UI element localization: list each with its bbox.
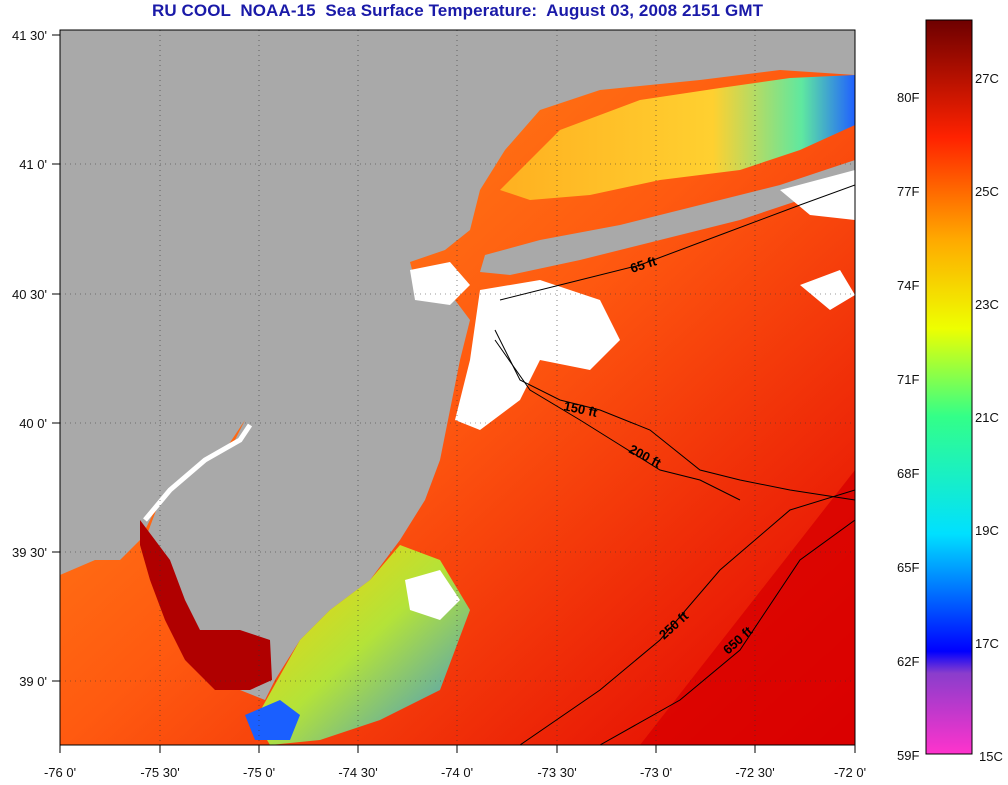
y-axis-labels: 41 30' 41 0' 40 30' 40 0' 39 30' 39 0' — [12, 28, 47, 689]
y-tick-label: 40 30' — [12, 287, 47, 302]
contour-label-150ft: 150 ft — [562, 398, 599, 420]
colorbar-celsius-labels: 27C 25C 23C 21C 19C 17C 15C — [975, 71, 1003, 764]
colorbar-fahrenheit-labels: 80F 77F 74F 71F 68F 65F 62F 59F — [897, 90, 919, 763]
bathymetry-contours — [494, 184, 855, 745]
cloud-cover — [455, 280, 620, 430]
graticule — [60, 30, 855, 745]
y-tick-label: 39 0' — [19, 674, 47, 689]
colorbar-label-c: 15C — [979, 749, 1003, 764]
offshore-warm-region — [640, 470, 855, 745]
cloud-cover-2 — [405, 570, 460, 620]
cloud-cover-4 — [780, 170, 855, 220]
colorbar-label-c: 27C — [975, 71, 999, 86]
cloud-cover-5 — [800, 270, 855, 310]
colorbar-label-f: 74F — [897, 278, 919, 293]
x-tick-label: -76 0' — [44, 765, 76, 780]
land-mass — [60, 30, 855, 700]
y-tick-label: 41 30' — [12, 28, 47, 43]
long-island — [480, 160, 855, 275]
contour-650ft — [599, 519, 855, 745]
axis-ticks — [52, 34, 856, 753]
colorbar-label-f: 62F — [897, 654, 919, 669]
map-frame: 65 ft 150 ft 200 ft 250 ft 650 ft — [60, 30, 855, 745]
colorbar-label-c: 23C — [975, 297, 999, 312]
x-tick-label: -74 0' — [441, 765, 473, 780]
colorbar-label-f: 59F — [897, 748, 919, 763]
colorbar: 80F 77F 74F 71F 68F 65F 62F 59F 27C 25C … — [897, 19, 1003, 764]
contour-150ft — [494, 329, 855, 501]
colorbar-label-f: 65F — [897, 560, 919, 575]
colorbar-label-c: 21C — [975, 410, 999, 425]
x-tick-label: -75 30' — [140, 765, 179, 780]
x-tick-label: -72 30' — [735, 765, 774, 780]
y-tick-label: 41 0' — [19, 157, 47, 172]
contour-250ft — [519, 489, 855, 745]
delaware-bay — [140, 520, 272, 690]
colorbar-label-f: 68F — [897, 466, 919, 481]
delaware-river — [143, 423, 253, 522]
colorbar-gradient — [925, 19, 973, 755]
colorbar-label-c: 17C — [975, 636, 999, 651]
x-tick-label: -72 0' — [834, 765, 866, 780]
colorbar-label-f: 77F — [897, 184, 919, 199]
long-island-sound — [500, 75, 855, 200]
y-tick-label: 39 30' — [12, 545, 47, 560]
contour-200ft — [494, 339, 741, 501]
x-tick-label: -73 0' — [640, 765, 672, 780]
x-axis-labels: -76 0' -75 30' -75 0' -74 30' -74 0' -73… — [44, 765, 866, 780]
colorbar-label-c: 19C — [975, 523, 999, 538]
x-tick-label: -73 30' — [537, 765, 576, 780]
colorbar-label-c: 25C — [975, 184, 999, 199]
colorbar-label-f: 71F — [897, 372, 919, 387]
map-title: RU COOL NOAA-15 Sea Surface Temperature:… — [151, 1, 764, 20]
contour-65ft — [499, 184, 855, 301]
x-tick-label: -75 0' — [243, 765, 275, 780]
colorbar-label-f: 80F — [897, 90, 919, 105]
y-tick-label: 40 0' — [19, 416, 47, 431]
x-tick-label: -74 30' — [338, 765, 377, 780]
